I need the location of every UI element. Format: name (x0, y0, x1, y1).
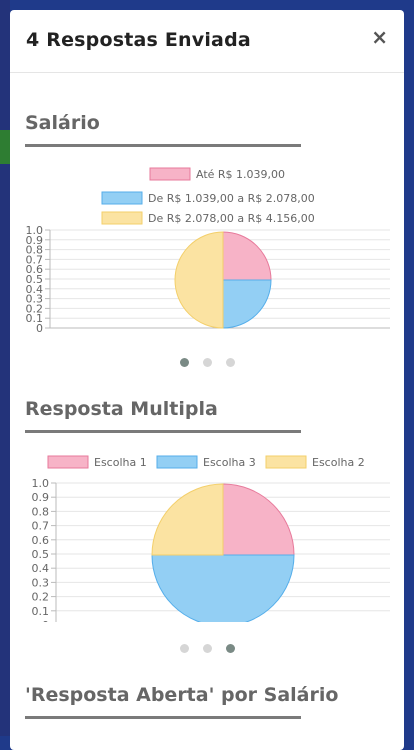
section-title-salario: Salário (25, 112, 100, 134)
responses-modal: 4 Respostas Enviada × Salário Até R$ 1.0… (10, 10, 404, 750)
y-tick-label: 0.1 (32, 605, 50, 618)
section-title-resposta-multipla: Resposta Multipla (25, 398, 218, 420)
y-tick-label: 0.9 (26, 234, 44, 247)
salario-pie-chart: Até R$ 1.039,00 De R$ 1.039,00 a R$ 2.078… (26, 167, 390, 335)
y-tick-label: 0.2 (26, 302, 44, 315)
resposta-multipla-pie-chart: Escolha 1 Escolha 3 Escolha 21.00.90.80.70… (32, 455, 390, 622)
y-tick-label: 0.2 (32, 591, 50, 604)
legend-swatch (149, 167, 191, 181)
y-tick-label: 1.0 (32, 477, 50, 490)
y-tick-label: 0.6 (32, 534, 50, 547)
page-background-strip (0, 130, 10, 164)
pie-slice (222, 279, 272, 329)
carousel-dot[interactable] (202, 358, 212, 367)
carousel-dot[interactable] (179, 644, 189, 653)
y-tick-label: 0.4 (32, 562, 50, 575)
legend-swatch (101, 211, 143, 225)
carousel-dot[interactable] (225, 358, 235, 367)
carousel-dot[interactable] (225, 644, 235, 653)
modal-title: 4 Respostas Enviada (26, 29, 251, 51)
y-tick-label: 0.9 (32, 491, 50, 504)
legend-label: Até R$ 1.039,00 (196, 168, 285, 181)
pie-slice (222, 483, 295, 556)
section-divider (25, 430, 301, 433)
legend-swatch (47, 455, 89, 469)
legend-swatch (265, 455, 307, 469)
legend-label: Escolha 2 (312, 456, 365, 469)
close-icon[interactable]: × (371, 25, 388, 49)
pie-slice (151, 483, 224, 556)
modal-header: 4 Respostas Enviada × (10, 10, 404, 73)
y-tick-label: 0 (42, 619, 49, 622)
legend-label: De R$ 2.078,00 a R$ 4.156,00 (148, 212, 315, 225)
y-tick-label: 0.3 (32, 576, 50, 589)
pie-slice (174, 231, 224, 329)
carousel-dot[interactable] (202, 644, 212, 653)
y-tick-label: 0.8 (32, 505, 50, 518)
y-tick-label: 1.0 (26, 224, 44, 237)
carousel-dot[interactable] (179, 358, 189, 367)
page-background (0, 0, 10, 736)
y-tick-label: 0.5 (32, 548, 50, 561)
section-divider (25, 144, 301, 147)
legend-label: De R$ 1.039,00 a R$ 2.078,00 (148, 192, 315, 205)
y-tick-label: 0.8 (26, 244, 44, 257)
y-tick-label: 0.7 (32, 520, 50, 533)
y-tick-label: 0.7 (26, 253, 44, 266)
legend-label: Escolha 1 (94, 456, 147, 469)
y-tick-label: 0.3 (26, 293, 44, 306)
y-tick-label: 0.5 (26, 273, 44, 286)
section-title-resposta-aberta: 'Resposta Aberta' por Salário (25, 684, 339, 706)
legend-swatch (101, 191, 143, 205)
y-tick-label: 0.1 (26, 312, 44, 325)
carousel-indicators (10, 352, 404, 371)
y-tick-label: 0.6 (26, 263, 44, 276)
y-tick-label: 0 (36, 322, 43, 335)
legend-swatch (156, 455, 198, 469)
section-divider (25, 716, 301, 719)
carousel-indicators (10, 638, 404, 657)
pie-slice (222, 231, 272, 281)
y-tick-label: 0.4 (26, 283, 44, 296)
pie-slice (151, 554, 295, 622)
legend-label: Escolha 3 (203, 456, 256, 469)
